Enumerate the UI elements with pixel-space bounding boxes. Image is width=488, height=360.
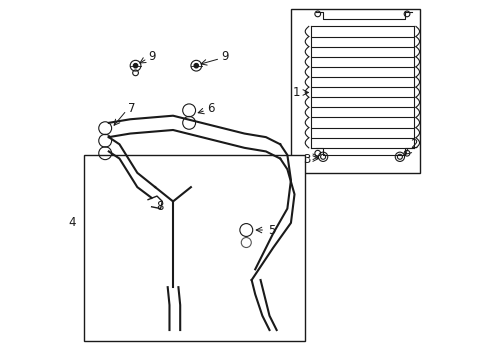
Circle shape <box>194 64 198 68</box>
Text: 5: 5 <box>267 224 275 237</box>
Text: 3: 3 <box>303 153 310 166</box>
Text: 1: 1 <box>292 86 299 99</box>
Bar <box>83 155 305 341</box>
Text: 2: 2 <box>410 139 417 152</box>
Text: 9: 9 <box>221 50 228 63</box>
Bar <box>290 9 419 173</box>
Text: 7: 7 <box>128 102 136 115</box>
Text: 9: 9 <box>148 50 155 63</box>
Text: 8: 8 <box>156 200 163 213</box>
Circle shape <box>133 64 138 68</box>
Text: 4: 4 <box>68 216 76 229</box>
Text: 6: 6 <box>206 102 214 115</box>
